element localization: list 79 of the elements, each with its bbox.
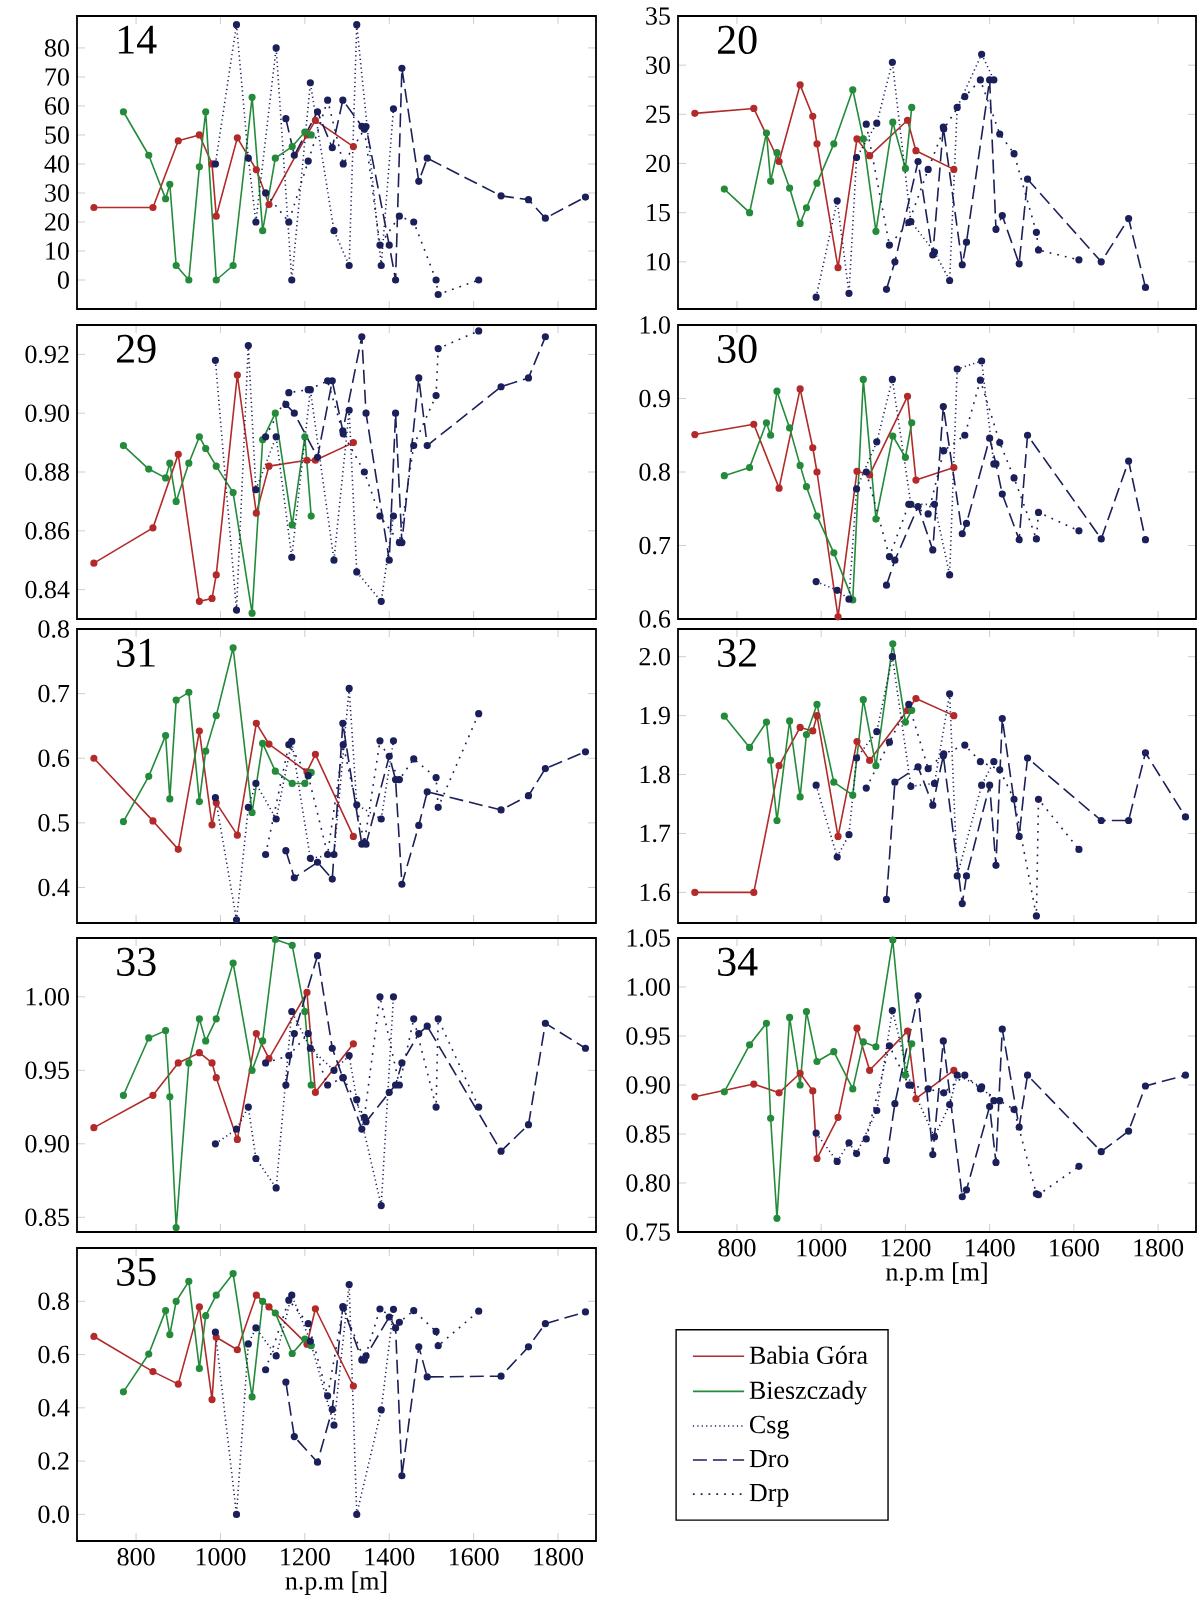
y-tick-label: 30 (45, 184, 69, 202)
y-tick-label: 0.90 (626, 1076, 670, 1094)
y-tick-label: 0.80 (626, 1174, 670, 1192)
x-tick-label: 1000 (797, 1239, 847, 1257)
y-tick-label: 25 (646, 105, 670, 124)
y-tick-label: 1.6 (640, 883, 671, 902)
y-tick-label: 0.85 (25, 1208, 69, 1227)
y-tick-label: 0.92 (25, 345, 69, 364)
x-tick-label: 800 (117, 1548, 155, 1566)
x-tick-label: 1800 (534, 1548, 584, 1566)
x-tick-label: 1000 (196, 1548, 246, 1566)
y-tick-label: 30 (646, 56, 670, 74)
y-tick-label: 10 (46, 242, 69, 260)
chart-title: 14 (118, 25, 157, 54)
legend-label: Babia Góra (749, 1345, 868, 1365)
chart-title: 31 (117, 638, 155, 667)
y-tick-label: 35 (646, 7, 670, 25)
y-tick-label: 1.7 (640, 824, 671, 843)
x-tick-label: 1600 (1050, 1239, 1099, 1257)
y-tick-label: 0.0 (38, 1505, 69, 1524)
x-axis-title: n.p.m [m] (885, 1262, 987, 1286)
y-tick-label: 20 (646, 154, 670, 173)
y-tick-label: 0.90 (25, 404, 69, 423)
y-tick-label: 0.7 (639, 536, 671, 555)
x-axis-title: n.p.m [m] (285, 1571, 387, 1595)
y-tick-label: 0.6 (38, 1345, 70, 1364)
y-tick-label: 0.6 (38, 749, 70, 768)
y-tick-label: 0.7 (38, 684, 70, 703)
y-tick-label: 0.8 (639, 463, 670, 481)
y-tick-label: 0.88 (25, 463, 69, 481)
legend-label: Dro (749, 1450, 789, 1468)
y-tick-label: 0.4 (38, 1399, 70, 1417)
x-tick-label: 1400 (365, 1548, 415, 1566)
y-tick-label: 0 (57, 271, 69, 289)
chart-title: 30 (718, 334, 757, 364)
y-tick-label: 0.2 (38, 1452, 69, 1470)
chart-title: 33 (117, 947, 156, 976)
chart-title: 20 (718, 25, 757, 55)
y-tick-label: 0.8 (38, 1292, 69, 1311)
y-tick-label: 15 (647, 203, 670, 222)
y-tick-label: 60 (45, 97, 69, 115)
y-tick-label: 2.0 (639, 647, 670, 666)
legend-label: Drp (749, 1484, 789, 1507)
y-tick-label: 0.90 (25, 1134, 69, 1153)
y-tick-label: 0.86 (25, 521, 70, 540)
y-tick-label: 0.84 (25, 580, 70, 599)
y-tick-label: 1.00 (627, 978, 670, 996)
legend-label: Csg (749, 1415, 789, 1439)
y-tick-label: 1.8 (640, 765, 670, 784)
x-tick-label: 1200 (881, 1239, 931, 1257)
y-tick-label: 0.75 (626, 1223, 670, 1241)
chart-title: 34 (718, 947, 758, 976)
x-tick-label: 800 (718, 1239, 756, 1257)
chart-title: 32 (718, 638, 756, 667)
x-tick-label: 1400 (965, 1239, 1015, 1257)
y-tick-label: 50 (45, 126, 69, 144)
y-tick-label: 80 (44, 39, 69, 57)
y-tick-label: 0.85 (626, 1125, 670, 1143)
y-tick-label: 1.0 (640, 316, 670, 334)
x-tick-label: 1200 (281, 1548, 330, 1566)
y-tick-label: 1.9 (640, 706, 670, 725)
y-tick-label: 0.5 (38, 814, 69, 832)
y-tick-label: 1.00 (26, 987, 69, 1006)
chart-title: 35 (117, 1257, 156, 1286)
x-tick-label: 1600 (449, 1548, 499, 1566)
legend-label: Bieszczady (749, 1380, 868, 1405)
y-tick-label: 0.95 (626, 1027, 670, 1045)
y-tick-label: 0.6 (639, 610, 671, 628)
y-tick-label: 70 (45, 68, 69, 86)
y-tick-label: 1.05 (627, 929, 670, 947)
y-tick-label: 10 (647, 253, 670, 271)
chart-title: 29 (117, 334, 156, 363)
y-tick-label: 0.95 (25, 1061, 69, 1080)
y-tick-label: 0.4 (38, 878, 70, 897)
y-tick-label: 0.8 (38, 620, 69, 638)
x-tick-label: 1800 (1134, 1239, 1184, 1257)
y-tick-label: 0.9 (639, 389, 670, 408)
y-tick-label: 40 (44, 155, 69, 173)
y-tick-label: 20 (45, 213, 69, 231)
